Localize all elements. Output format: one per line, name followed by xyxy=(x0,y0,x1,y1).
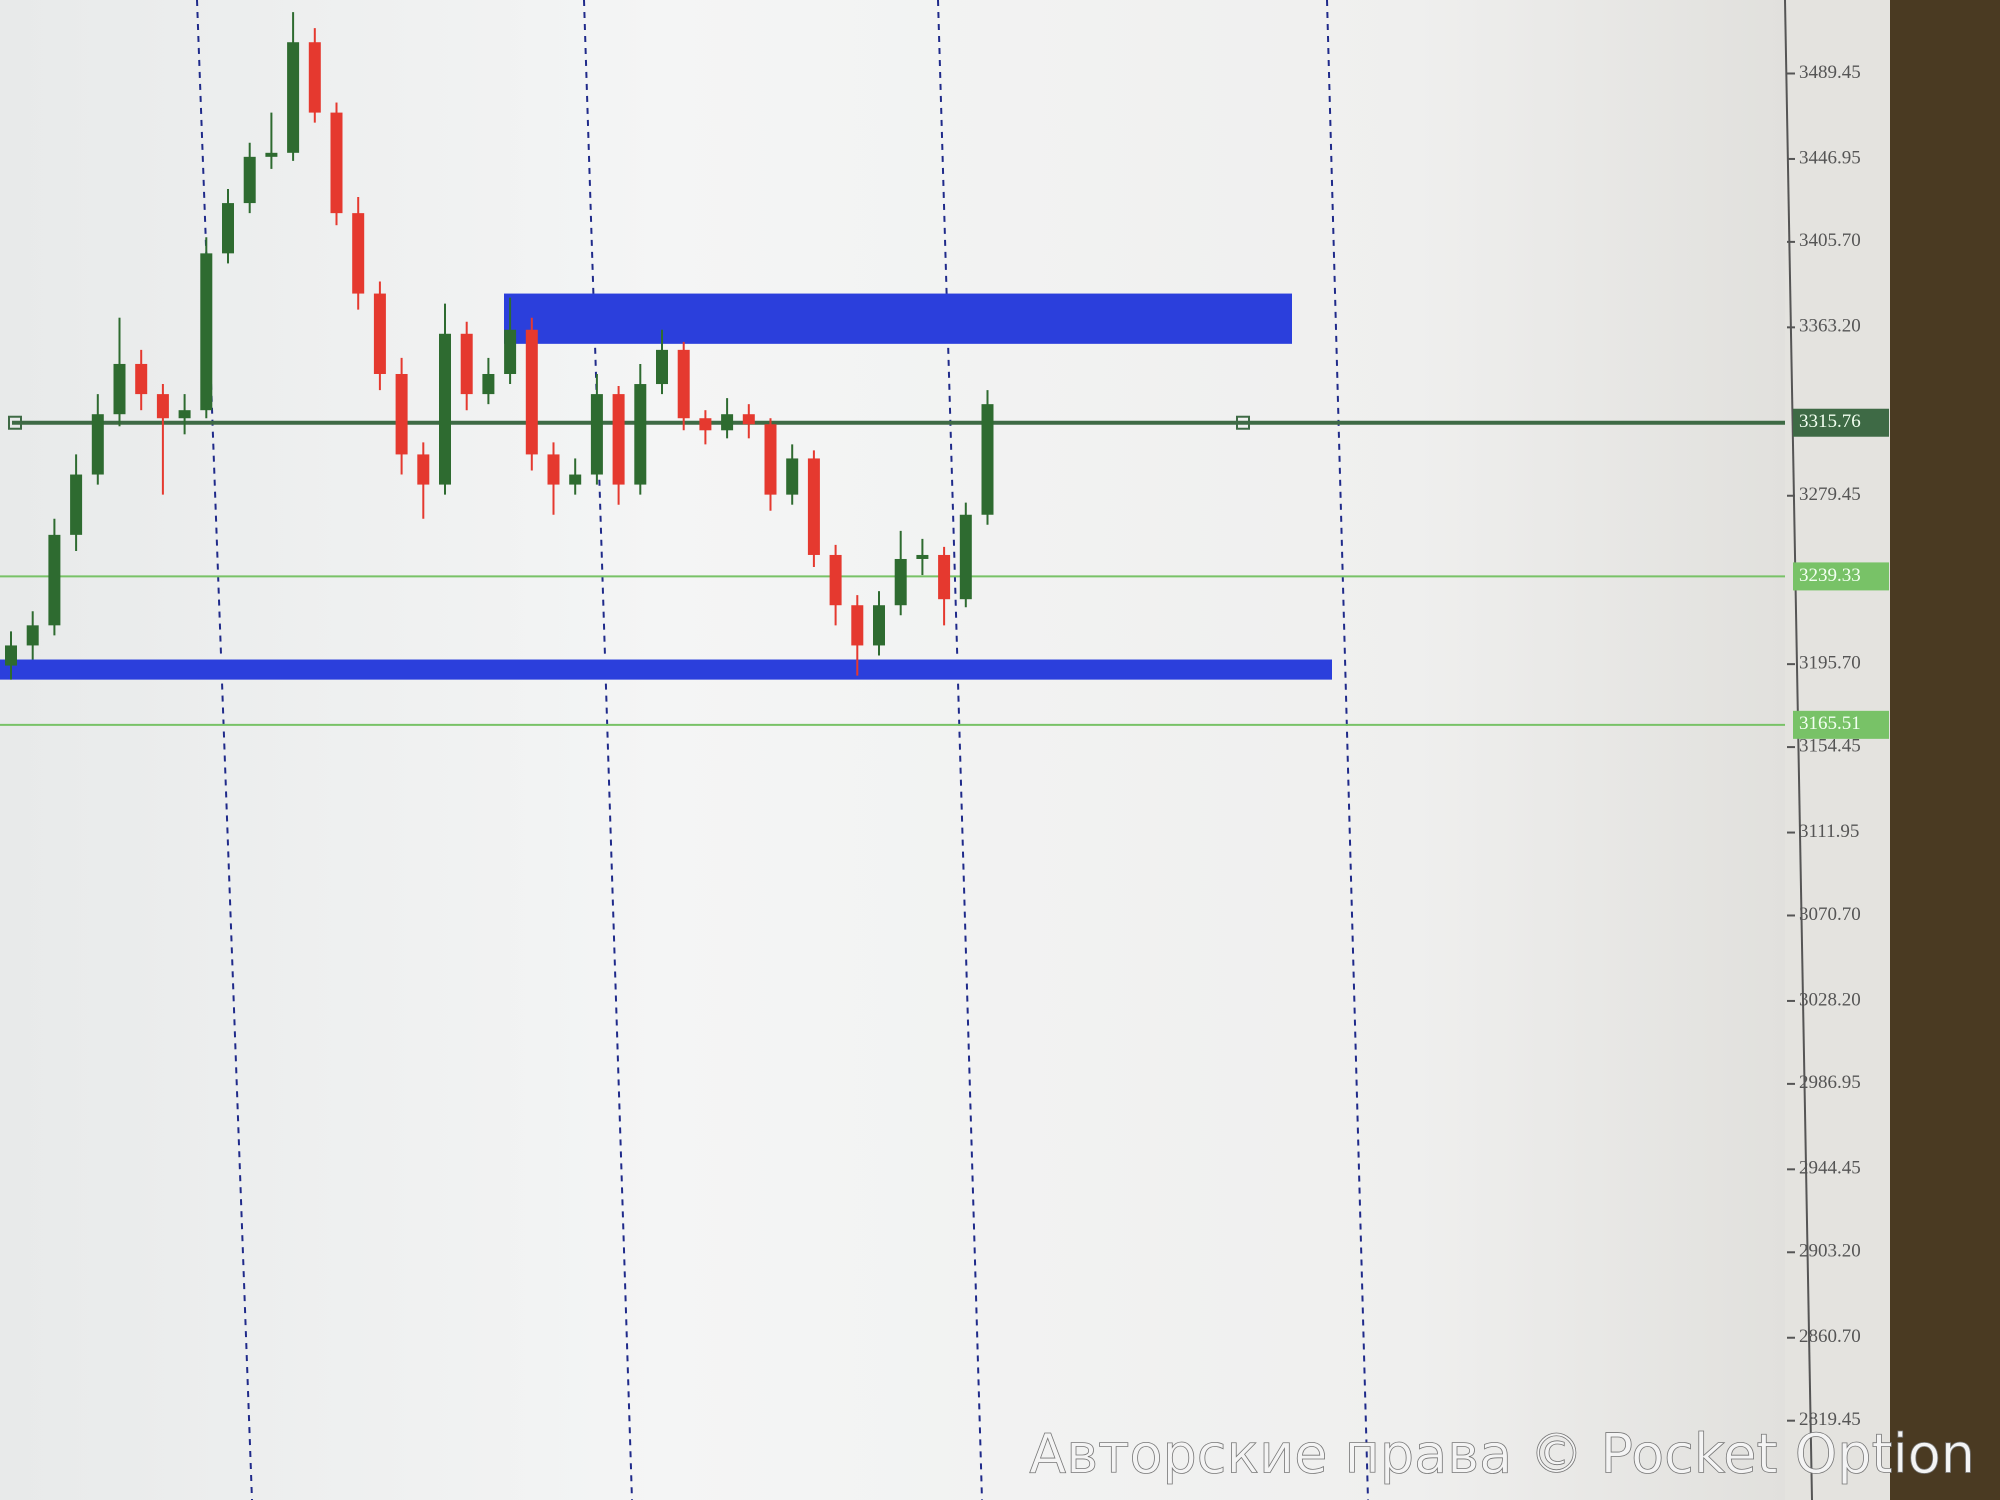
candle-body xyxy=(91,414,104,475)
candle-body xyxy=(113,363,126,415)
candle-body xyxy=(938,554,951,600)
y-tick-label: 2860.70 xyxy=(1799,1326,1861,1347)
watermark: Авторские права © Pocket Option xyxy=(1029,1423,1975,1486)
candle-body xyxy=(352,213,365,294)
candle-body xyxy=(5,645,17,666)
level-handle xyxy=(8,415,22,430)
candle-body xyxy=(764,424,777,495)
level-price-box xyxy=(1793,562,1889,591)
level-price-label: 3315.76 xyxy=(1799,411,1861,432)
chart-background xyxy=(0,0,1890,1500)
y-tick-label: 2986.95 xyxy=(1799,1072,1861,1093)
candle-body xyxy=(178,410,191,419)
price-axis-panel xyxy=(1785,0,1890,1500)
level-price-box xyxy=(1793,710,1889,739)
candle-body xyxy=(829,554,842,606)
candle-body xyxy=(439,333,451,485)
candle-body xyxy=(873,605,885,646)
candle-body xyxy=(243,156,256,204)
candle-body xyxy=(48,534,61,626)
y-tick-label: 2903.20 xyxy=(1799,1241,1861,1262)
candle-body xyxy=(156,394,169,419)
y-tick-label: 3028.20 xyxy=(1799,989,1861,1010)
period-separators xyxy=(196,0,1369,1500)
y-tick-label: 3070.70 xyxy=(1799,904,1861,925)
candle-body xyxy=(26,625,39,646)
candle-body xyxy=(612,394,625,485)
y-tick-label: 3405.70 xyxy=(1799,230,1861,251)
candle-body xyxy=(981,404,994,515)
candle-body xyxy=(200,253,213,411)
candle-body xyxy=(721,414,734,431)
candle-body xyxy=(959,514,972,600)
y-tick-label: 2819.45 xyxy=(1799,1409,1861,1430)
candle-body xyxy=(786,458,799,495)
candle-body xyxy=(656,349,668,385)
candle-body xyxy=(742,414,755,425)
candle-body xyxy=(287,42,300,153)
candle-body xyxy=(569,474,582,485)
price-axis-border xyxy=(1784,0,1813,1500)
y-tick-label: 3154.45 xyxy=(1799,735,1861,756)
level-price-box xyxy=(1793,408,1889,437)
candle-body xyxy=(373,293,386,374)
candle-body xyxy=(547,454,560,485)
candle-body xyxy=(504,329,517,374)
candle-body xyxy=(417,454,430,485)
candle-body xyxy=(525,329,538,455)
candle-body xyxy=(894,558,907,606)
candle-body xyxy=(265,152,278,157)
candle-body xyxy=(851,605,864,646)
candle-body xyxy=(699,418,712,431)
period-separator xyxy=(196,0,253,1500)
candle-body xyxy=(70,474,83,535)
period-separator xyxy=(583,0,633,1500)
level-price-label: 3165.51 xyxy=(1799,713,1861,734)
period-separator xyxy=(1326,0,1369,1500)
candle-body xyxy=(460,333,473,395)
candle-body xyxy=(330,112,343,214)
plot-area: 3489.45 3446.95 3405.70 3363.20 3279.45 3195.… xyxy=(0,12,1889,1430)
candle-body xyxy=(308,42,321,113)
y-tick-label: 2944.45 xyxy=(1799,1158,1861,1179)
y-tick-label: 3279.45 xyxy=(1799,484,1861,505)
candle-body xyxy=(135,363,148,395)
y-tick-label: 3446.95 xyxy=(1799,147,1861,168)
y-tick-label: 3111.95 xyxy=(1799,821,1859,842)
candle-body xyxy=(807,458,820,555)
candle-body xyxy=(395,373,408,455)
zone xyxy=(504,293,1292,344)
level-handle xyxy=(1236,415,1250,430)
candle-body xyxy=(916,554,929,559)
candle-body xyxy=(590,394,603,475)
zone xyxy=(0,659,1332,680)
candle-body xyxy=(677,349,690,419)
level-price-label: 3239.33 xyxy=(1799,565,1861,586)
y-tick-label: 3363.20 xyxy=(1799,316,1861,337)
monitor-bezel xyxy=(1890,0,2000,1500)
y-tick-label: 3489.45 xyxy=(1799,62,1861,83)
y-tick-label: 3195.70 xyxy=(1799,653,1861,674)
candle-body xyxy=(482,373,495,395)
period-separator xyxy=(937,0,983,1500)
candle-body xyxy=(634,384,647,485)
candle-body xyxy=(222,203,234,254)
